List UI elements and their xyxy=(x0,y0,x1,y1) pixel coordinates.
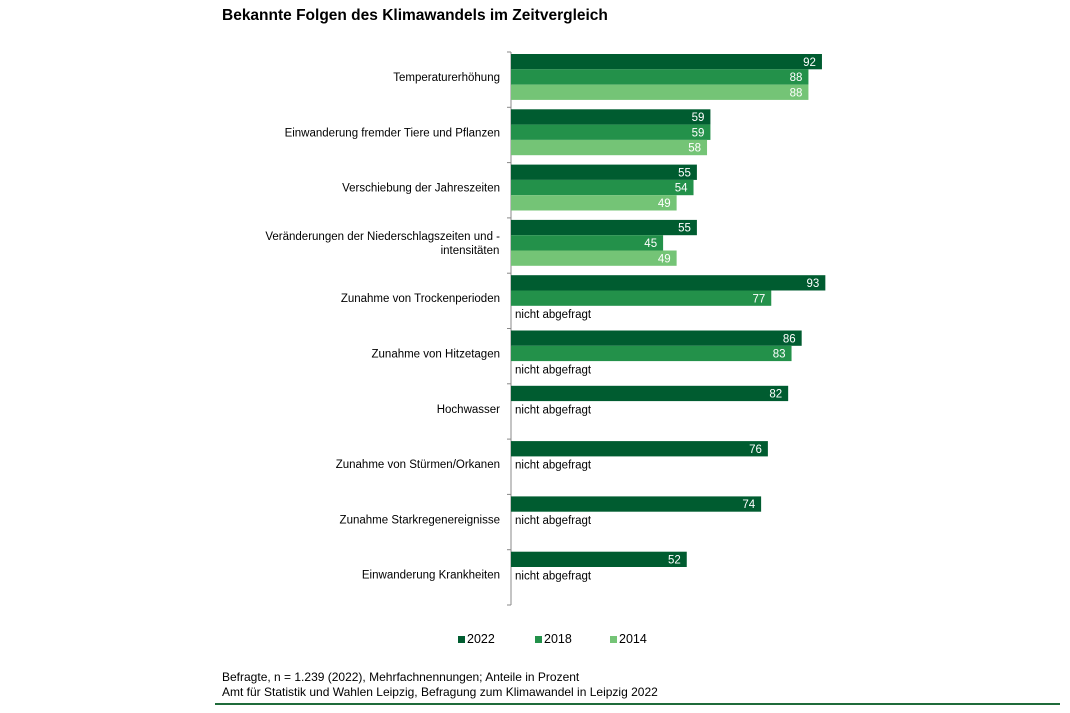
bar-2018 xyxy=(511,290,772,306)
legend-label-2018: 2018 xyxy=(544,632,572,646)
legend-label-2022: 2022 xyxy=(467,632,495,646)
category-label: Zunahme Starkregenereignisse xyxy=(340,514,500,526)
category-label: Zunahme von Stürmen/Orkanen xyxy=(336,459,500,471)
bar-2022 xyxy=(511,54,822,70)
category-label: Verschiebung der Jahreszeiten xyxy=(342,183,500,195)
data-label-2018: 45 xyxy=(644,238,657,250)
not-asked-label: nicht abgefragt xyxy=(515,309,592,321)
bar-2022 xyxy=(511,275,826,291)
not-asked-label: nicht abgefragt xyxy=(515,404,592,416)
category-label: Einwanderung Krankheiten xyxy=(362,570,500,582)
legend-label-2014: 2014 xyxy=(619,632,647,646)
bar-2018 xyxy=(511,69,809,85)
bar-2022 xyxy=(511,551,687,567)
category-label: Zunahme von Trockenperioden xyxy=(341,293,500,305)
chart-title: Bekannte Folgen des Klimawandels im Zeit… xyxy=(222,7,608,24)
data-label-2022: 55 xyxy=(678,223,691,235)
note-sample: Befragte, n = 1.239 (2022), Mehrfachnenn… xyxy=(222,670,580,684)
bar-2022 xyxy=(511,385,789,402)
not-asked-label: nicht abgefragt xyxy=(515,460,592,472)
legend-item-2022: 2022 xyxy=(458,632,495,646)
legend-swatch-2018 xyxy=(535,635,542,643)
bar-2022 xyxy=(511,330,802,346)
bar-2022 xyxy=(511,441,768,457)
footer-rule xyxy=(215,703,1060,705)
bar-2018 xyxy=(511,179,694,196)
data-label-2022: 74 xyxy=(742,499,755,511)
data-label-2022: 59 xyxy=(692,112,705,124)
legend-item-2018: 2018 xyxy=(535,632,572,646)
bar-2022 xyxy=(511,164,697,180)
legend-item-2014: 2014 xyxy=(610,632,647,646)
data-label-2022: 55 xyxy=(678,167,691,179)
not-asked-label: nicht abgefragt xyxy=(515,364,592,376)
category-label: Veränderungen der Niederschlagszeiten un… xyxy=(265,231,500,257)
data-label-2018: 77 xyxy=(752,293,765,305)
data-label-2018: 54 xyxy=(675,183,688,195)
legend-swatch-2022 xyxy=(458,635,465,643)
category-label: Einwanderung fremder Tiere und Pflanzen xyxy=(285,127,500,139)
bar-2018 xyxy=(511,124,711,140)
bar-2014 xyxy=(511,139,708,156)
bar-2014 xyxy=(511,250,677,266)
bar-2014 xyxy=(511,195,677,211)
data-label-2022: 93 xyxy=(807,278,820,290)
legend-swatch-2014 xyxy=(610,635,617,643)
bar-2018 xyxy=(511,235,664,251)
note-source: Amt für Statistik und Wahlen Leipzig, Be… xyxy=(222,685,658,699)
data-label-2022: 92 xyxy=(803,57,816,69)
bar-2018 xyxy=(511,345,792,362)
data-label-2022: 82 xyxy=(769,389,782,401)
data-label-2018: 88 xyxy=(790,72,803,84)
data-label-2022: 86 xyxy=(783,333,796,345)
category-label: Zunahme von Hitzetagen xyxy=(372,348,501,360)
data-label-2014: 49 xyxy=(658,253,671,265)
bar-2022 xyxy=(511,496,762,512)
data-label-2022: 76 xyxy=(749,444,762,456)
bar-2022 xyxy=(511,219,697,236)
bar-2022 xyxy=(511,109,711,125)
data-label-2018: 83 xyxy=(773,349,786,361)
data-label-2014: 49 xyxy=(658,198,671,210)
bar-2014 xyxy=(511,84,809,100)
category-label: Temperaturerhöhung xyxy=(393,72,500,84)
category-label: Hochwasser xyxy=(437,404,500,416)
data-label-2018: 59 xyxy=(692,127,705,139)
data-label-2022: 52 xyxy=(668,555,681,567)
data-label-2014: 88 xyxy=(790,87,803,99)
not-asked-label: nicht abgefragt xyxy=(515,570,592,582)
data-label-2014: 58 xyxy=(688,143,701,155)
not-asked-label: nicht abgefragt xyxy=(515,515,592,527)
